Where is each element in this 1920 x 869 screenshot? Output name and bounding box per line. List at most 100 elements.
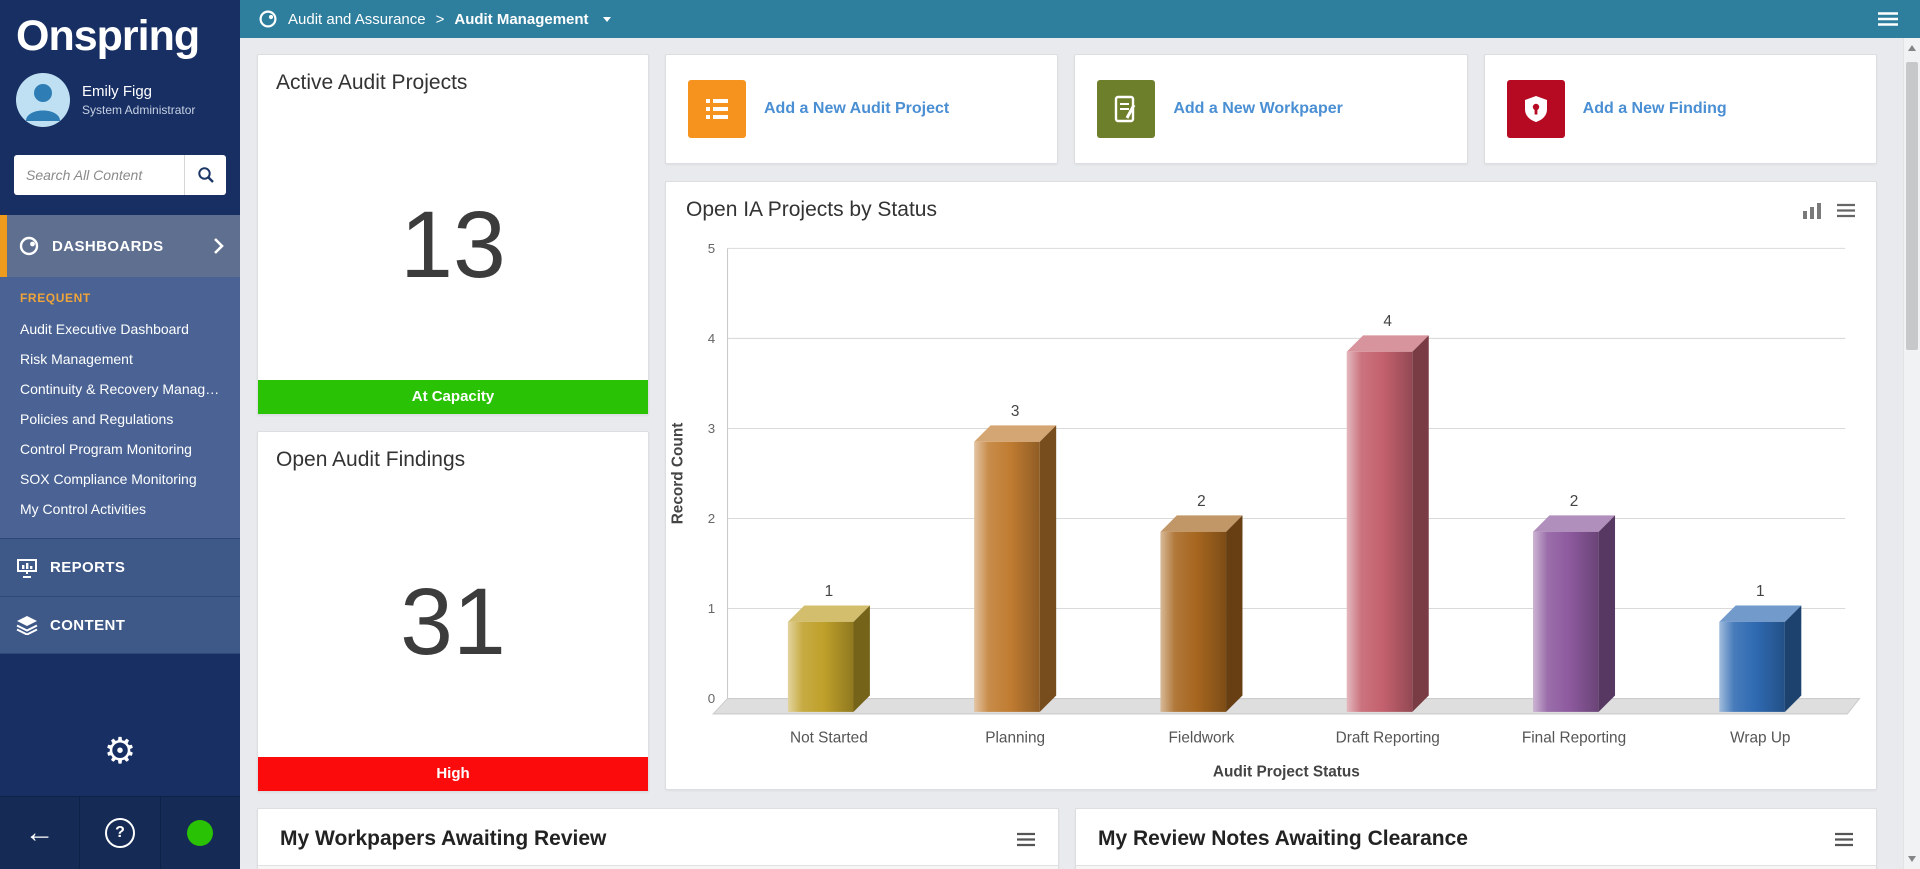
panel-my-workpapers-awaiting-review: My Workpapers Awaiting Review	[257, 808, 1059, 869]
sidebar-item-risk-management[interactable]: Risk Management	[20, 351, 133, 367]
sidebar-item-sox-compliance-monitoring[interactable]: SOX Compliance Monitoring	[20, 471, 197, 487]
svg-text:2: 2	[1570, 493, 1579, 510]
breadcrumb-current[interactable]: Audit Management	[454, 10, 589, 28]
breadcrumb-root[interactable]: Audit and Assurance	[288, 10, 426, 28]
chart-type-icon[interactable]	[1802, 202, 1822, 219]
user-profile[interactable]: Emily Figg System Administrator	[0, 65, 240, 145]
chevron-down-icon[interactable]	[602, 16, 611, 22]
kpi-status-bar: High	[258, 757, 648, 791]
help-icon: ?	[104, 818, 135, 848]
svg-text:Record Count: Record Count	[669, 423, 686, 525]
svg-text:Draft Reporting: Draft Reporting	[1336, 730, 1440, 747]
action-label: Add a New Audit Project	[764, 100, 950, 117]
main-area: Audit and Assurance > Audit Management A…	[240, 0, 1920, 869]
breadcrumb-separator: >	[435, 10, 445, 28]
search-bar	[14, 155, 226, 195]
svg-text:Final Reporting: Final Reporting	[1522, 730, 1626, 747]
svg-text:4: 4	[1383, 313, 1392, 330]
content-icon	[16, 616, 38, 635]
reports-icon	[17, 558, 37, 578]
svg-text:1: 1	[708, 601, 715, 616]
kpi-card-active-audit-projects: Active Audit Projects 13 At Capacity	[257, 54, 649, 415]
svg-text:4: 4	[708, 331, 716, 346]
sidebar-item-dashboards[interactable]: DASHBOARDS	[0, 215, 240, 277]
svg-text:Planning: Planning	[985, 730, 1045, 747]
search-button[interactable]	[184, 155, 226, 195]
panel-menu-icon[interactable]	[1834, 832, 1854, 847]
settings-gear-icon[interactable]: ⚙	[103, 731, 137, 772]
reports-label: REPORTS	[50, 559, 126, 576]
action-label: Add a New Finding	[1582, 100, 1727, 117]
panel-menu-icon[interactable]	[1016, 832, 1036, 847]
table-header-sliver	[258, 865, 1058, 869]
sidebar: Onspring Emily Figg System Administrator	[0, 0, 240, 869]
search-icon	[197, 167, 214, 183]
back-arrow-icon: ←	[24, 816, 55, 849]
svg-text:1: 1	[825, 583, 834, 600]
user-name: Emily Figg	[82, 83, 153, 100]
onspring-logo[interactable]: Onspring	[16, 12, 200, 60]
frequent-section: FREQUENT Audit Executive Dashboard Risk …	[0, 277, 240, 538]
add-audit-project-button[interactable]: Add a New Audit Project	[665, 54, 1059, 164]
finding-shield-icon	[1506, 80, 1565, 138]
kpi-status-bar: At Capacity	[258, 380, 648, 414]
sidebar-item-content[interactable]: CONTENT	[0, 596, 240, 654]
user-text: Emily Figg System Administrator	[82, 83, 195, 117]
svg-text:2: 2	[708, 511, 715, 526]
sidebar-nav: DASHBOARDS FREQUENT Audit Executive Dash…	[0, 215, 240, 654]
search-input[interactable]	[14, 155, 184, 195]
sidebar-item-audit-executive-dashboard[interactable]: Audit Executive Dashboard	[20, 321, 189, 337]
add-finding-button[interactable]: Add a New Finding	[1483, 54, 1877, 164]
help-button[interactable]: ?	[80, 797, 161, 869]
action-label: Add a New Workpaper	[1173, 100, 1343, 117]
add-workpaper-button[interactable]: Add a New Workpaper	[1074, 54, 1468, 164]
sidebar-spacer: ⚙	[0, 654, 240, 796]
svg-text:1: 1	[1756, 583, 1765, 600]
collapse-sidebar-button[interactable]: ←	[0, 797, 81, 869]
avatar	[16, 73, 70, 127]
dashboards-label: DASHBOARDS	[52, 237, 164, 255]
svg-text:5: 5	[708, 241, 715, 256]
dashboards-icon	[19, 236, 39, 256]
topbar: Audit and Assurance > Audit Management	[240, 0, 1920, 38]
kpi-value: 13	[400, 192, 506, 298]
chart-title: Open IA Projects by Status	[686, 198, 937, 221]
user-role: System Administrator	[82, 103, 196, 117]
chart-card-open-ia-projects: Open IA Projects by Status	[665, 181, 1877, 790]
sidebar-item-policies-regulations[interactable]: Policies and Regulations	[20, 411, 174, 427]
scroll-down-arrow-icon[interactable]	[1908, 856, 1916, 862]
svg-text:Fieldwork: Fieldwork	[1169, 730, 1235, 747]
sidebar-item-control-program-monitoring[interactable]: Control Program Monitoring	[20, 441, 192, 457]
table-header-sliver	[1076, 865, 1876, 869]
panel-title: My Workpapers Awaiting Review	[280, 827, 607, 850]
kpi-value: 31	[400, 569, 506, 675]
online-status-icon	[187, 820, 214, 846]
status-chart-svg: 0 1 2 3 4 5 1 Not Started 3 Planning 2 Fieldwork 4 Dr…	[669, 241, 1861, 780]
sidebar-item-my-control-activities[interactable]: My Control Activities	[20, 501, 147, 517]
scrollbar-thumb[interactable]	[1906, 62, 1918, 350]
chart-menu-icon[interactable]	[1836, 203, 1856, 218]
svg-text:2: 2	[1197, 493, 1206, 510]
onspring-mark-icon	[259, 10, 277, 28]
topbar-menu-button[interactable]	[1876, 11, 1900, 27]
scroll-up-arrow-icon[interactable]	[1908, 45, 1916, 51]
hamburger-icon	[1878, 12, 1898, 26]
audit-project-list-icon	[688, 80, 746, 138]
svg-text:3: 3	[1011, 403, 1020, 420]
sidebar-item-reports[interactable]: REPORTS	[0, 538, 240, 596]
svg-text:3: 3	[708, 421, 715, 436]
kpi-card-open-audit-findings: Open Audit Findings 31 High	[257, 431, 649, 792]
person-icon	[26, 84, 60, 121]
panel-my-review-notes-awaiting-clearance: My Review Notes Awaiting Clearance	[1075, 808, 1877, 869]
system-status-button[interactable]	[161, 797, 240, 869]
panel-title: My Review Notes Awaiting Clearance	[1098, 827, 1468, 850]
content-label: CONTENT	[50, 616, 126, 634]
vertical-scrollbar[interactable]	[1903, 38, 1920, 869]
frequent-label: FREQUENT	[20, 291, 91, 305]
workpaper-document-icon	[1097, 80, 1156, 138]
svg-text:Audit Project Status: Audit Project Status	[1213, 763, 1360, 780]
sidebar-bottom-bar: ← ?	[0, 796, 240, 869]
sidebar-item-continuity-recovery[interactable]: Continuity & Recovery Manag…	[20, 381, 220, 397]
kpi-title: Open Audit Findings	[276, 448, 466, 471]
